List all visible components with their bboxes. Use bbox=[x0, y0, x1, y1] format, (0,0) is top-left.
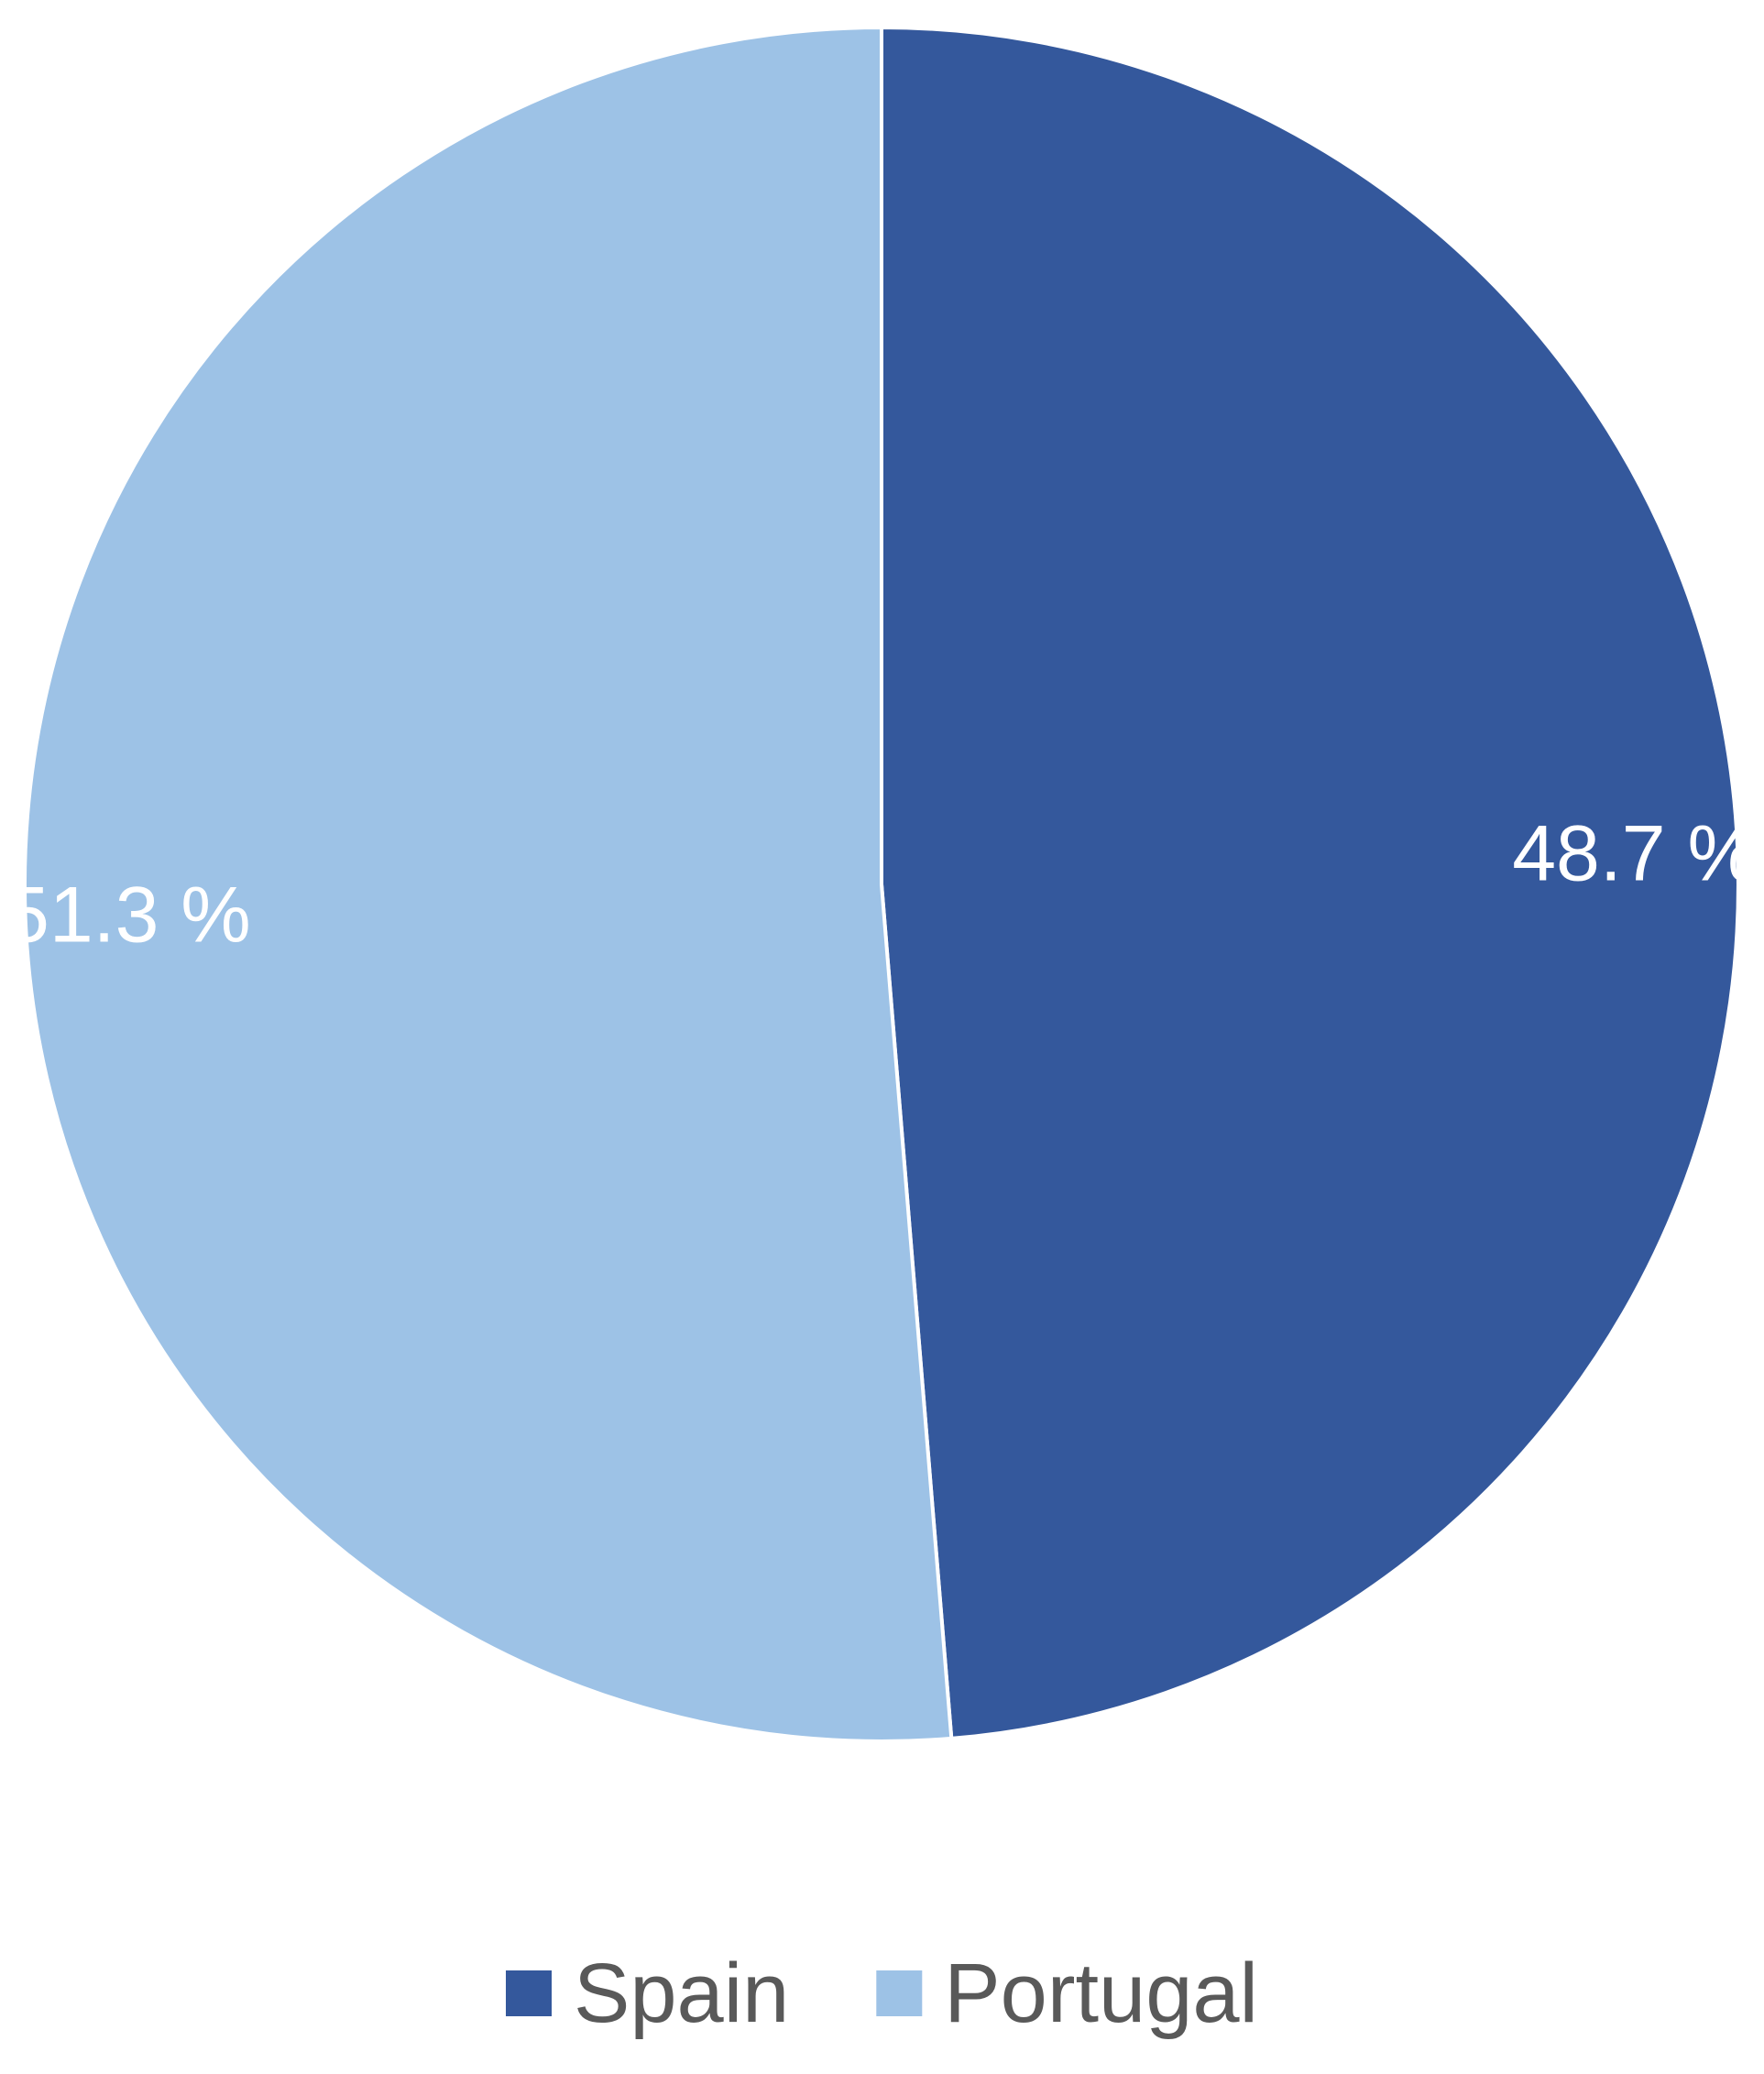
pie-data-labels: 48.7 % 51.3 % bbox=[5, 809, 1758, 959]
legend-swatch-spain bbox=[506, 1970, 552, 2016]
data-label-portugal: 51.3 % bbox=[5, 872, 251, 960]
data-label-spain: 48.7 % bbox=[1512, 809, 1758, 897]
pie-slices bbox=[22, 26, 1740, 1743]
legend-label-spain: Spain bbox=[574, 1947, 789, 2040]
legend-label-portugal: Portugal bbox=[944, 1947, 1258, 2040]
pie-slice-spain bbox=[880, 26, 1740, 1740]
pie-slice-portugal bbox=[22, 26, 954, 1743]
legend: Spain Portugal bbox=[506, 1947, 1258, 2040]
legend-swatch-portugal bbox=[876, 1970, 923, 2016]
